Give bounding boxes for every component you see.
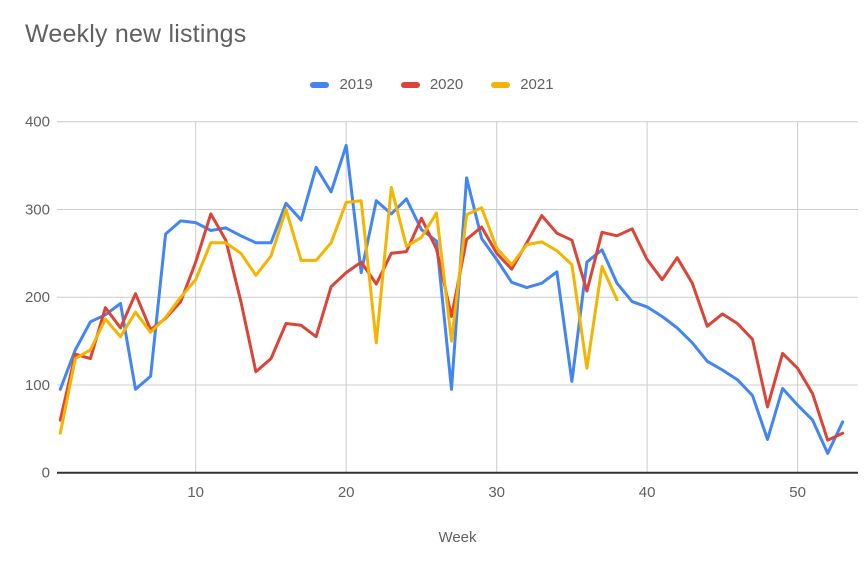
y-tick-label: 200 (25, 289, 50, 306)
y-tick-label: 400 (25, 114, 50, 131)
legend-item-2021[interactable]: 2021 (491, 76, 554, 93)
y-tick-label: 100 (25, 377, 50, 394)
legend-item-2020[interactable]: 2020 (400, 76, 464, 93)
chart-title: Weekly new listings (25, 20, 247, 48)
legend-label-2021: 2021 (520, 76, 554, 93)
legend-label-2019: 2019 (339, 76, 373, 93)
legend-swatch-2019 (310, 81, 330, 88)
x-tick-label: 10 (187, 484, 204, 501)
y-tick-label: 300 (25, 202, 50, 219)
x-tick-label: 30 (488, 484, 505, 501)
legend-label-2020: 2020 (429, 76, 464, 93)
legend: 2019 2020 2021 (310, 76, 554, 93)
legend-item-2019[interactable]: 2019 (310, 76, 373, 93)
series-line-2020 (58, 212, 845, 442)
y-tick-label: 0 (42, 465, 50, 482)
x-tick-label: 40 (639, 484, 656, 501)
x-tick-label: 50 (789, 484, 806, 501)
legend-swatch-2020 (400, 81, 420, 88)
x-axis-title: Week (438, 529, 477, 546)
series-line-2019 (58, 143, 845, 455)
series-line-2021 (58, 186, 619, 435)
legend-swatch-2021 (491, 81, 511, 88)
x-tick-label: 20 (338, 484, 355, 501)
